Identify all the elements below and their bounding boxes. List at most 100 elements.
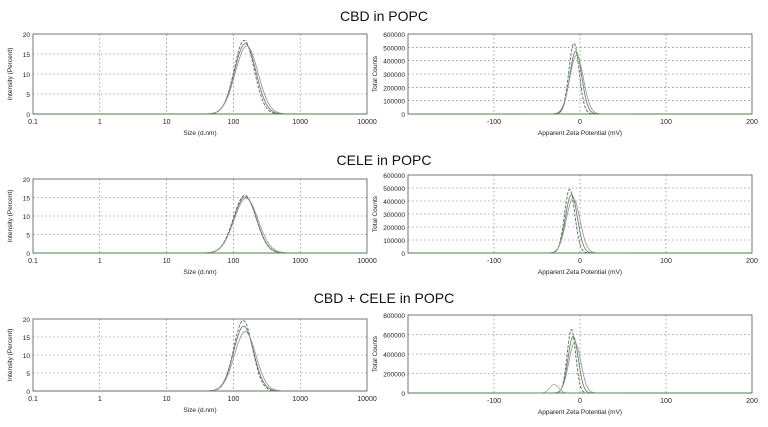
x-tick-label: -100: [487, 398, 501, 405]
x-axis-label: Size (d.nm): [183, 407, 216, 414]
y-tick-label: 300000: [383, 212, 405, 219]
y-tick-label: 20: [23, 317, 31, 324]
x-tick-label: 1000: [292, 258, 308, 265]
y-tick-label: 0: [401, 112, 405, 119]
x-tick-label: 10000: [357, 119, 377, 126]
series-line: [521, 54, 632, 115]
x-tick-label: 0: [578, 119, 582, 126]
y-axis-label: Total Counts: [372, 335, 379, 372]
x-tick-label: 100: [228, 119, 240, 126]
x-tick-label: 10: [163, 396, 171, 403]
series-line: [528, 188, 611, 254]
y-tick-label: 20: [23, 177, 31, 184]
y-tick-label: 0: [26, 112, 30, 119]
y-tick-label: 800000: [383, 313, 405, 320]
x-axis-label: Apparent Zeta Potential (mV): [538, 130, 622, 137]
plot-frame: [32, 178, 368, 254]
y-tick-label: 5: [26, 233, 30, 240]
y-tick-label: 5: [26, 371, 30, 378]
plot-frame: [32, 33, 368, 115]
x-tick-label: 200: [746, 398, 758, 405]
y-axis-label: Total Counts: [372, 55, 379, 92]
y-tick-label: 500000: [383, 186, 405, 193]
series-line: [206, 197, 287, 254]
x-tick-label: 200: [746, 258, 758, 265]
x-tick-label: 0: [578, 258, 582, 265]
y-tick-label: 200000: [383, 225, 405, 232]
series-line: [519, 383, 589, 394]
y-tick-label: 600000: [383, 173, 405, 180]
y-tick-label: 500000: [383, 45, 405, 52]
series-line: [204, 39, 285, 115]
x-tick-label: 100: [660, 258, 672, 265]
series-line: [203, 319, 284, 392]
x-tick-label: 10: [163, 119, 171, 126]
x-axis-label: Size (d.nm): [183, 269, 216, 276]
x-axis-label: Apparent Zeta Potential (mV): [538, 269, 622, 276]
y-tick-label: 100000: [383, 238, 405, 245]
x-tick-label: 10000: [357, 396, 377, 403]
series-line: [523, 193, 620, 254]
y-tick-label: 0: [401, 251, 405, 258]
y-axis-label: Intensity (Percent): [7, 190, 14, 243]
y-tick-label: 100000: [383, 99, 405, 106]
y-tick-label: 15: [23, 196, 31, 203]
x-tick-label: 0.1: [28, 396, 38, 403]
x-tick-label: -100: [487, 258, 501, 265]
y-axis-label: Intensity (Percent): [7, 48, 14, 101]
x-axis-label: Size (d.nm): [183, 130, 216, 137]
chart-3: 0 100000 200000 300000 400000 500000 600000 -10…: [372, 173, 758, 276]
x-tick-label: -100: [487, 119, 501, 126]
x-tick-label: 0: [578, 398, 582, 405]
y-tick-label: 20: [23, 32, 31, 39]
x-tick-label: 1: [98, 119, 102, 126]
y-tick-label: 400000: [383, 352, 405, 359]
y-tick-label: 0: [401, 391, 405, 398]
x-tick-label: 200: [746, 119, 758, 126]
y-tick-label: 0: [26, 389, 30, 396]
y-tick-label: 400000: [383, 59, 405, 66]
x-tick-label: 10: [163, 258, 171, 265]
plot-frame: [32, 318, 368, 392]
y-tick-label: 200000: [383, 372, 405, 379]
y-tick-label: 15: [23, 52, 31, 59]
y-axis-label: Intensity (Percent): [7, 329, 14, 382]
panel-title-cele: CELE in POPC: [336, 152, 432, 168]
chart-5: 0 200000 400000 600000 800000 -100 0 100 200 Appa…: [372, 313, 758, 416]
x-tick-label: 10000: [357, 258, 377, 265]
y-tick-label: 15: [23, 335, 31, 342]
x-tick-label: 100: [228, 396, 240, 403]
y-tick-label: 10: [23, 72, 31, 79]
series-line: [205, 331, 286, 392]
x-tick-label: 1000: [292, 396, 308, 403]
y-tick-label: 600000: [383, 333, 405, 340]
panel-title-cbd: CBD in POPC: [340, 8, 428, 24]
series-line: [203, 325, 284, 392]
y-tick-label: 400000: [383, 199, 405, 206]
x-tick-label: 1000: [292, 119, 308, 126]
series-line: [206, 45, 287, 115]
chart-0: 0 5 10 15 20 0.1 1 10 100 1000 10000 Size (d.nm) Int…: [7, 32, 377, 137]
series-line: [518, 197, 629, 254]
x-tick-label: 100: [228, 258, 240, 265]
y-axis-label: Total Counts: [372, 195, 379, 232]
y-tick-label: 10: [23, 214, 31, 221]
series-line: [526, 341, 623, 394]
y-tick-label: 300000: [383, 72, 405, 79]
x-tick-label: 100: [660, 119, 672, 126]
series-line: [204, 194, 285, 254]
y-tick-label: 200000: [383, 85, 405, 92]
x-tick-label: 0.1: [28, 119, 38, 126]
panel-title-cbd-cele: CBD + CELE in POPC: [313, 290, 455, 306]
x-axis-label: Apparent Zeta Potential (mV): [538, 409, 622, 416]
y-tick-label: 0: [26, 251, 30, 258]
x-tick-label: 100: [660, 398, 672, 405]
chart-4: 0 5 10 15 20 0.1 1 10 100 1000 10000 Size (d.nm) Int…: [7, 317, 377, 414]
series-line: [205, 196, 286, 254]
y-tick-label: 10: [23, 353, 31, 360]
x-tick-label: 0.1: [28, 258, 38, 265]
x-tick-label: 1: [98, 396, 102, 403]
chart-2: 0 5 10 15 20 0.1 1 10 100 1000 10000 Size (d.nm) Int…: [7, 177, 377, 276]
x-tick-label: 1: [98, 258, 102, 265]
